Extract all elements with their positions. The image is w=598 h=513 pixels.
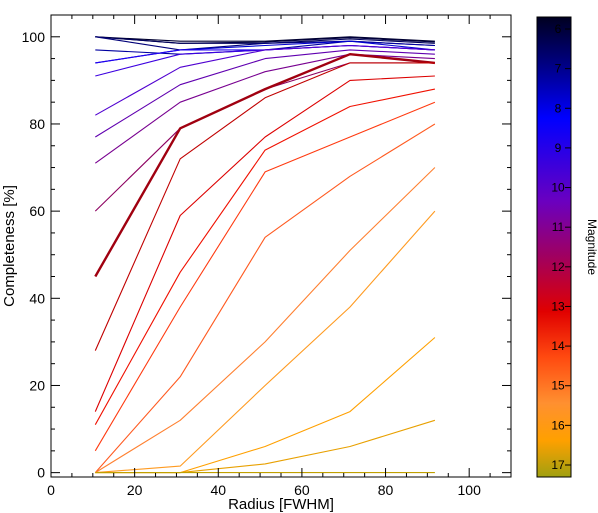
axis-tick-labels: 0 20 40 60 80 100 0 20 40 60 80 100 (22, 29, 481, 498)
y-tick-label: 0 (37, 465, 45, 481)
series-line-mag-11 (94, 53, 435, 164)
x-axis-title: Radius [FWHM] (228, 496, 334, 513)
y-tick-label: 40 (29, 290, 45, 306)
colorbar-tick-label: 16 (551, 418, 565, 432)
colorbar-ticks: 6 7 8 9 10 11 12 13 14 15 16 17 (551, 22, 571, 472)
x-tick-label: 0 (47, 482, 55, 498)
series-line-mag-14-5 (94, 123, 436, 473)
series-line-mag-10 (95, 44, 435, 116)
colorbar-title: Magnitude (585, 219, 598, 275)
series-line-mag-14 (94, 101, 436, 452)
series-line-mag-16 (95, 337, 436, 474)
colorbar-tick-label: 8 (555, 101, 562, 115)
y-tick-label: 20 (29, 377, 45, 393)
colorbar-tick-label: 6 (555, 22, 562, 36)
series-line-mag-13-5 (94, 88, 436, 425)
series-lines (94, 36, 436, 474)
series-line-mag-13 (94, 75, 435, 412)
series-line-mag-9 (95, 44, 435, 64)
axis-ticks (50, 14, 512, 477)
colorbar-tick-label: 13 (551, 299, 565, 313)
x-tick-label: 40 (210, 482, 226, 498)
colorbar-tick-label: 11 (552, 220, 565, 234)
colorbar-tick-label: 14 (551, 339, 565, 353)
colorbar-tick-label: 10 (551, 181, 565, 195)
y-tick-label: 100 (22, 29, 46, 45)
colorbar (536, 16, 572, 478)
x-tick-label: 20 (127, 482, 143, 498)
colorbar-tick-label: 12 (551, 260, 565, 274)
colorbar-tick-label: 9 (555, 141, 562, 155)
series-line-mag-6-5 (95, 36, 435, 44)
series-line-mag-12-5 (94, 62, 435, 351)
series-line-mag-15-5 (95, 210, 436, 474)
x-tick-label: 100 (458, 482, 482, 498)
y-tick-label: 60 (29, 203, 45, 219)
y-tick-label: 80 (29, 116, 45, 132)
series-line-mag-10-5 (95, 49, 435, 138)
series-line-mag-12 (94, 53, 436, 278)
x-tick-label: 80 (378, 482, 394, 498)
colorbar-tick-label: 7 (555, 62, 562, 76)
series-line-mag-6 (95, 36, 435, 42)
x-tick-label: 60 (294, 482, 310, 498)
colorbar-tick-label: 17 (551, 458, 565, 472)
y-axis-title: Completeness [%] (1, 185, 18, 307)
series-line-mag-15 (95, 167, 436, 474)
colorbar-tick-label: 15 (551, 379, 565, 393)
